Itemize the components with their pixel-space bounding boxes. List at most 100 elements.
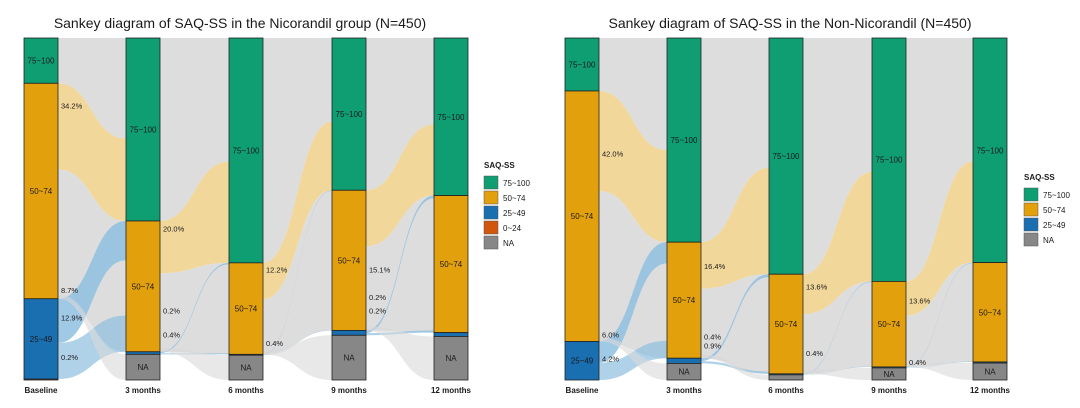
flow-percent-label: 34.2% <box>61 101 83 110</box>
legend-swatch-50-74 <box>1023 202 1039 217</box>
flow-25-49-to-50-74 <box>906 262 973 368</box>
flow-75-100-stable <box>366 38 434 191</box>
node-baseline-25-49 <box>23 298 59 380</box>
node-label: NA <box>445 354 457 363</box>
node-label: 75~100 <box>671 136 698 145</box>
x-tick-6-months: 6 months <box>228 386 264 395</box>
node-12-months-50-74 <box>433 195 469 334</box>
x-tick-9-months: 9 months <box>871 386 907 395</box>
legend-label: 75~100 <box>503 179 530 188</box>
node-9-months-75-100 <box>871 37 907 282</box>
node-label: 75~100 <box>130 125 157 134</box>
flow-50-74-to-75-100 <box>58 83 126 221</box>
legend-label: NA <box>503 239 515 248</box>
node-label: 50~74 <box>878 320 901 329</box>
flow-layer <box>599 38 973 380</box>
flow-to-na <box>58 294 126 380</box>
flow-percent-label: 20.0% <box>163 225 185 234</box>
node-9-months-50-74 <box>871 281 907 368</box>
legend-swatch-75-100 <box>483 175 499 190</box>
node-layer: 75~100 50~74 25~49 75~100 50~74 NA 75~100 50~74… <box>564 37 1008 381</box>
legend-label: 50~74 <box>1043 206 1066 215</box>
node-9-months-75-100 <box>331 37 367 191</box>
flow-50-74-to-75-100 <box>599 90 667 243</box>
flow-to-na <box>160 347 229 380</box>
flow-label-layer: 42.0%6.0%4.2%16.4%0.4%0.9%13.6%0.4%13.6%… <box>602 149 931 367</box>
chart-title: Sankey diagram of SAQ-SS in the Nicorand… <box>54 15 426 31</box>
flow-percent-label: 13.6% <box>909 296 931 305</box>
legend-swatch-na <box>483 235 499 250</box>
node-label: 75~100 <box>336 110 363 119</box>
node-baseline-25-49 <box>564 341 600 381</box>
flow-50-74-to-75-100 <box>701 167 769 289</box>
flow-25-49-to-50-74 <box>58 220 126 343</box>
node-label: 50~74 <box>571 212 594 221</box>
flow-50-74-stable <box>599 191 667 359</box>
flow-50-74-stable <box>701 274 769 374</box>
x-tick-6-months: 6 months <box>768 386 804 395</box>
legend-swatch-na <box>1023 232 1039 247</box>
legend-label: NA <box>1043 236 1055 245</box>
flow-25-49-to-50-74 <box>160 262 229 354</box>
flow-percent-label: 12.9% <box>61 313 83 322</box>
node-6-months-75-100 <box>768 37 804 275</box>
flow-50-74-stable <box>906 262 973 367</box>
x-tick-3-months: 3 months <box>125 386 161 395</box>
flow-50-74-stable <box>263 190 332 355</box>
x-axis-labels: Baseline 3 months 6 months 9 months 12 month… <box>25 386 472 395</box>
flow-25-49-to-50-74 <box>263 190 332 355</box>
flow-75-100-stable <box>599 38 667 151</box>
x-tick-3-months: 3 months <box>666 386 702 395</box>
node-label: 50~74 <box>338 256 361 265</box>
node-12-months-25-49 <box>433 332 469 337</box>
node-12-months-na <box>433 336 469 381</box>
node-9-months-na <box>871 367 907 381</box>
legend-swatch-25-49 <box>1023 217 1039 232</box>
legend-label: 75~100 <box>1043 191 1070 200</box>
flow-percent-label: 0.4% <box>266 339 283 348</box>
flow-percent-label: 8.7% <box>61 286 78 295</box>
node-9-months-na <box>331 334 367 381</box>
node-9-months-25-49 <box>331 330 367 336</box>
node-label: 50~74 <box>235 305 258 314</box>
x-tick-baseline: Baseline <box>25 386 58 395</box>
node-label: NA <box>678 368 690 377</box>
flow-75-100-stable <box>906 38 973 282</box>
flow-label-layer: 34.2% 8.7% 12.9% 0.2% 20.0% 0.2% 0.4% 12.2% 0.4%… <box>61 101 391 361</box>
legend-label: 0~24 <box>503 224 522 233</box>
node-baseline-0-24 <box>23 378 59 381</box>
node-3-months-na <box>666 363 702 381</box>
node-baseline-75-100 <box>564 37 600 92</box>
panel-non-nicorandil: Sankey diagram of SAQ-SS in the Non-Nico… <box>564 15 1070 395</box>
legend-swatch-75-100 <box>1023 187 1039 202</box>
flow-percent-label: 0.2% <box>163 307 180 316</box>
flow-to-na <box>906 362 973 380</box>
flow-25-49-to-50-74 <box>599 242 667 363</box>
node-3-months-25-49 <box>666 357 702 364</box>
flow-to-na <box>263 335 332 380</box>
node-label: 75~100 <box>28 57 55 66</box>
x-tick-9-months: 9 months <box>331 386 367 395</box>
panel-nicorandil: Sankey diagram of SAQ-SS in the Nicorand… <box>23 15 530 395</box>
legend: SAQ-SS 75~100 50~74 25~49 0~24 NA <box>483 161 530 250</box>
x-tick-12-months: 12 months <box>970 386 1011 395</box>
node-6-months-na <box>768 374 804 381</box>
legend-swatch-50-74 <box>483 190 499 205</box>
flow-to-na <box>366 326 434 380</box>
node-label: 25~49 <box>571 357 594 366</box>
legend-label: 50~74 <box>503 194 526 203</box>
legend-title: SAQ-SS <box>1024 173 1055 182</box>
flow-25-49-to-50-74 <box>701 274 769 362</box>
node-label: 75~100 <box>438 113 465 122</box>
node-label: 75~100 <box>233 146 260 155</box>
flow-percent-label: 16.4% <box>704 262 726 271</box>
flow-percent-label: 0.4% <box>704 332 721 341</box>
flow-75-100-stable <box>263 38 332 263</box>
node-label: 50~74 <box>775 320 798 329</box>
flow-50-74-to-75-100 <box>366 124 434 247</box>
flow-75-100-stable <box>58 38 126 139</box>
flow-percent-label: 0.4% <box>806 349 823 358</box>
legend: SAQ-SS 75~100 50~74 25~49 NA <box>1023 173 1070 247</box>
node-label: 50~74 <box>440 260 463 269</box>
flow-percent-label: 0.4% <box>909 358 926 367</box>
